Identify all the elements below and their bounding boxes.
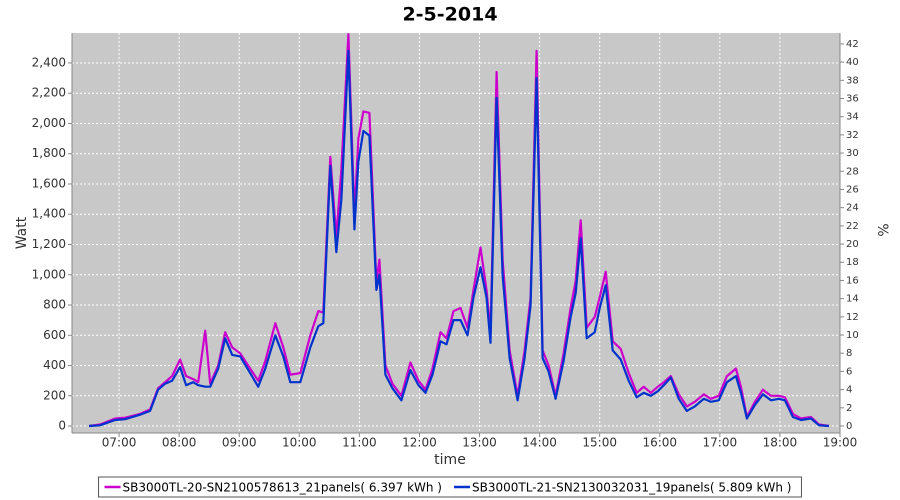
y-tick-label: 800 — [43, 298, 66, 312]
x-tick-label: 13:00 — [462, 436, 497, 450]
y2-tick-label: 0 — [846, 421, 852, 432]
y2-tick-label: 12 — [846, 312, 859, 323]
legend: SB3000TL-20-SN2100578613_21panels( 6.397… — [98, 476, 802, 498]
legend-label: SB3000TL-21-SN2130032031_19panels( 5.809… — [472, 481, 791, 495]
x-tick-label: 17:00 — [703, 436, 738, 450]
y2-tick-label: 30 — [846, 148, 859, 159]
x-tick-label: 18:00 — [763, 436, 798, 450]
x-tick-label: 12:00 — [402, 436, 437, 450]
y-tick-label: 1,200 — [32, 237, 66, 251]
y2-tick-label: 8 — [846, 348, 852, 359]
y2-tick-label: 2 — [846, 403, 852, 414]
y2-tick-label: 24 — [846, 203, 859, 214]
x-tick-label: 08:00 — [162, 436, 197, 450]
x-tick-label: 11:00 — [342, 436, 377, 450]
x-tick-label: 19:00 — [823, 436, 858, 450]
y2-tick-label: 16 — [846, 275, 859, 286]
y-tick-label: 0 — [58, 419, 66, 433]
y-tick-label: 2,000 — [32, 116, 66, 130]
x-tick-label: 14:00 — [522, 436, 557, 450]
legend-label: SB3000TL-20-SN2100578613_21panels( 6.397… — [123, 481, 442, 495]
y-tick-label: 600 — [43, 328, 66, 342]
y2-tick-label: 4 — [846, 385, 852, 396]
legend-box — [98, 476, 802, 498]
x-tick-label: 16:00 — [642, 436, 677, 450]
y-tick-label: 2,200 — [32, 86, 66, 100]
x-axis-title: time — [434, 452, 466, 468]
y2-tick-label: 14 — [846, 294, 859, 305]
y2-tick-label: 10 — [846, 330, 859, 341]
y-tick-label: 1,800 — [32, 146, 66, 160]
y2-tick-label: 32 — [846, 130, 859, 141]
y-tick-label: 400 — [43, 358, 66, 372]
y2-tick-label: 22 — [846, 221, 859, 232]
y2-tick-label: 36 — [846, 93, 859, 104]
y2-tick-label: 18 — [846, 257, 859, 268]
y-tick-label: 200 — [43, 388, 66, 402]
y-tick-label: 1,400 — [32, 207, 66, 221]
y2-tick-label: 26 — [846, 184, 859, 195]
x-tick-label: 09:00 — [222, 436, 257, 450]
y2-tick-label: 20 — [846, 239, 859, 250]
chart-title: 2-5-2014 — [402, 4, 497, 26]
y-tick-label: 1,000 — [32, 267, 66, 281]
y2-tick-label: 38 — [846, 75, 859, 86]
y2-axis-title: % — [874, 223, 890, 236]
y2-tick-label: 6 — [846, 366, 852, 377]
series-line — [88, 49, 830, 428]
x-tick-label: 07:00 — [102, 436, 137, 450]
x-tick-label: 15:00 — [582, 436, 617, 450]
series-line — [88, 33, 830, 428]
y2-tick-label: 34 — [846, 112, 859, 123]
y2-tick-label: 42 — [846, 39, 859, 50]
y-axis-title: Watt — [14, 216, 30, 249]
y-tick-label: 2,400 — [32, 55, 66, 69]
x-tick-label: 10:00 — [282, 436, 317, 450]
y2-tick-label: 28 — [846, 166, 859, 177]
y2-tick-label: 40 — [846, 57, 859, 68]
y-tick-label: 1,600 — [32, 176, 66, 190]
